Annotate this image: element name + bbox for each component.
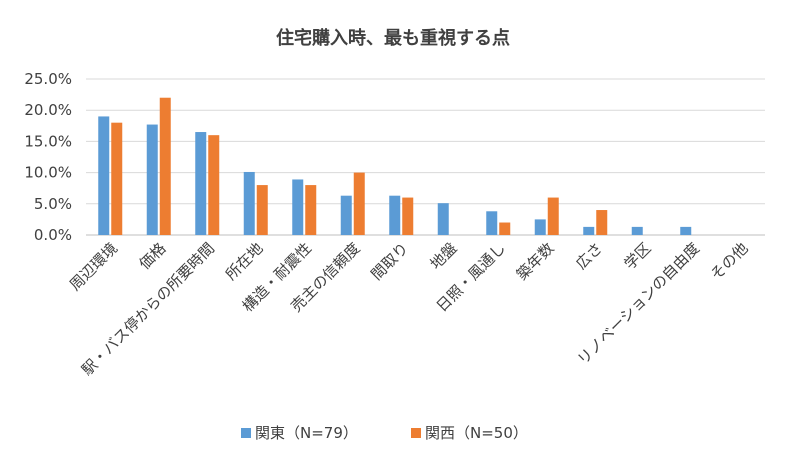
category-label: 広さ [572,239,606,273]
bar-kanto-11 [631,226,643,235]
category-label: 築年数 [513,239,558,284]
bar-kanto-9 [534,219,546,235]
gridlines [86,78,765,236]
y-axis-ticks: 0.0% 5.0% 10.0% 15.0% 20.0% 25.0% [24,70,72,244]
category-label: 地盤 [427,239,461,273]
category-label: その他 [707,239,752,284]
bar-kanto-0 [98,116,110,235]
bar-kanto-10 [583,226,595,235]
bar-kansai-3 [256,185,268,235]
bar-kansai-2 [208,135,220,235]
bar-kansai-8 [499,222,511,235]
bar-kansai-9 [547,197,559,235]
category-label: 学区 [621,239,655,273]
bar-kansai-6 [402,197,414,235]
bar-kanto-2 [195,132,207,235]
bar-kansai-1 [159,97,171,235]
legend-swatch-kanto [241,428,251,438]
chart-title: 住宅購入時、最も重視する点 [276,27,510,49]
legend: 関東（N=79） 関西（N=50） [241,424,528,442]
bar-kanto-12 [680,226,692,235]
bar-kanto-1 [146,124,158,235]
y-tick-label: 20.0% [24,101,72,119]
bar-kansai-10 [596,210,608,235]
bar-kanto-5 [340,195,352,235]
y-tick-label: 15.0% [24,132,72,150]
legend-label-kansai: 関西（N=50） [425,424,528,442]
bar-kansai-5 [353,172,365,235]
category-label: 価格 [136,239,170,273]
y-tick-label: 5.0% [34,195,72,213]
category-label: 周辺環境 [66,239,121,294]
bar-kansai-4 [305,185,317,235]
bars [98,97,692,235]
y-tick-label: 0.0% [34,226,72,244]
bar-kanto-3 [243,171,255,235]
bar-kansai-0 [111,122,123,235]
category-label: 間取り [368,239,413,284]
bar-kanto-8 [486,211,498,235]
category-label: 所在地 [222,239,267,284]
y-tick-label: 10.0% [24,164,72,182]
legend-swatch-kansai [411,428,421,438]
bar-kanto-4 [292,179,304,235]
y-tick-label: 25.0% [24,70,72,88]
bar-kanto-6 [389,195,401,235]
bar-kanto-7 [437,203,449,235]
legend-label-kanto: 関東（N=79） [255,424,358,442]
